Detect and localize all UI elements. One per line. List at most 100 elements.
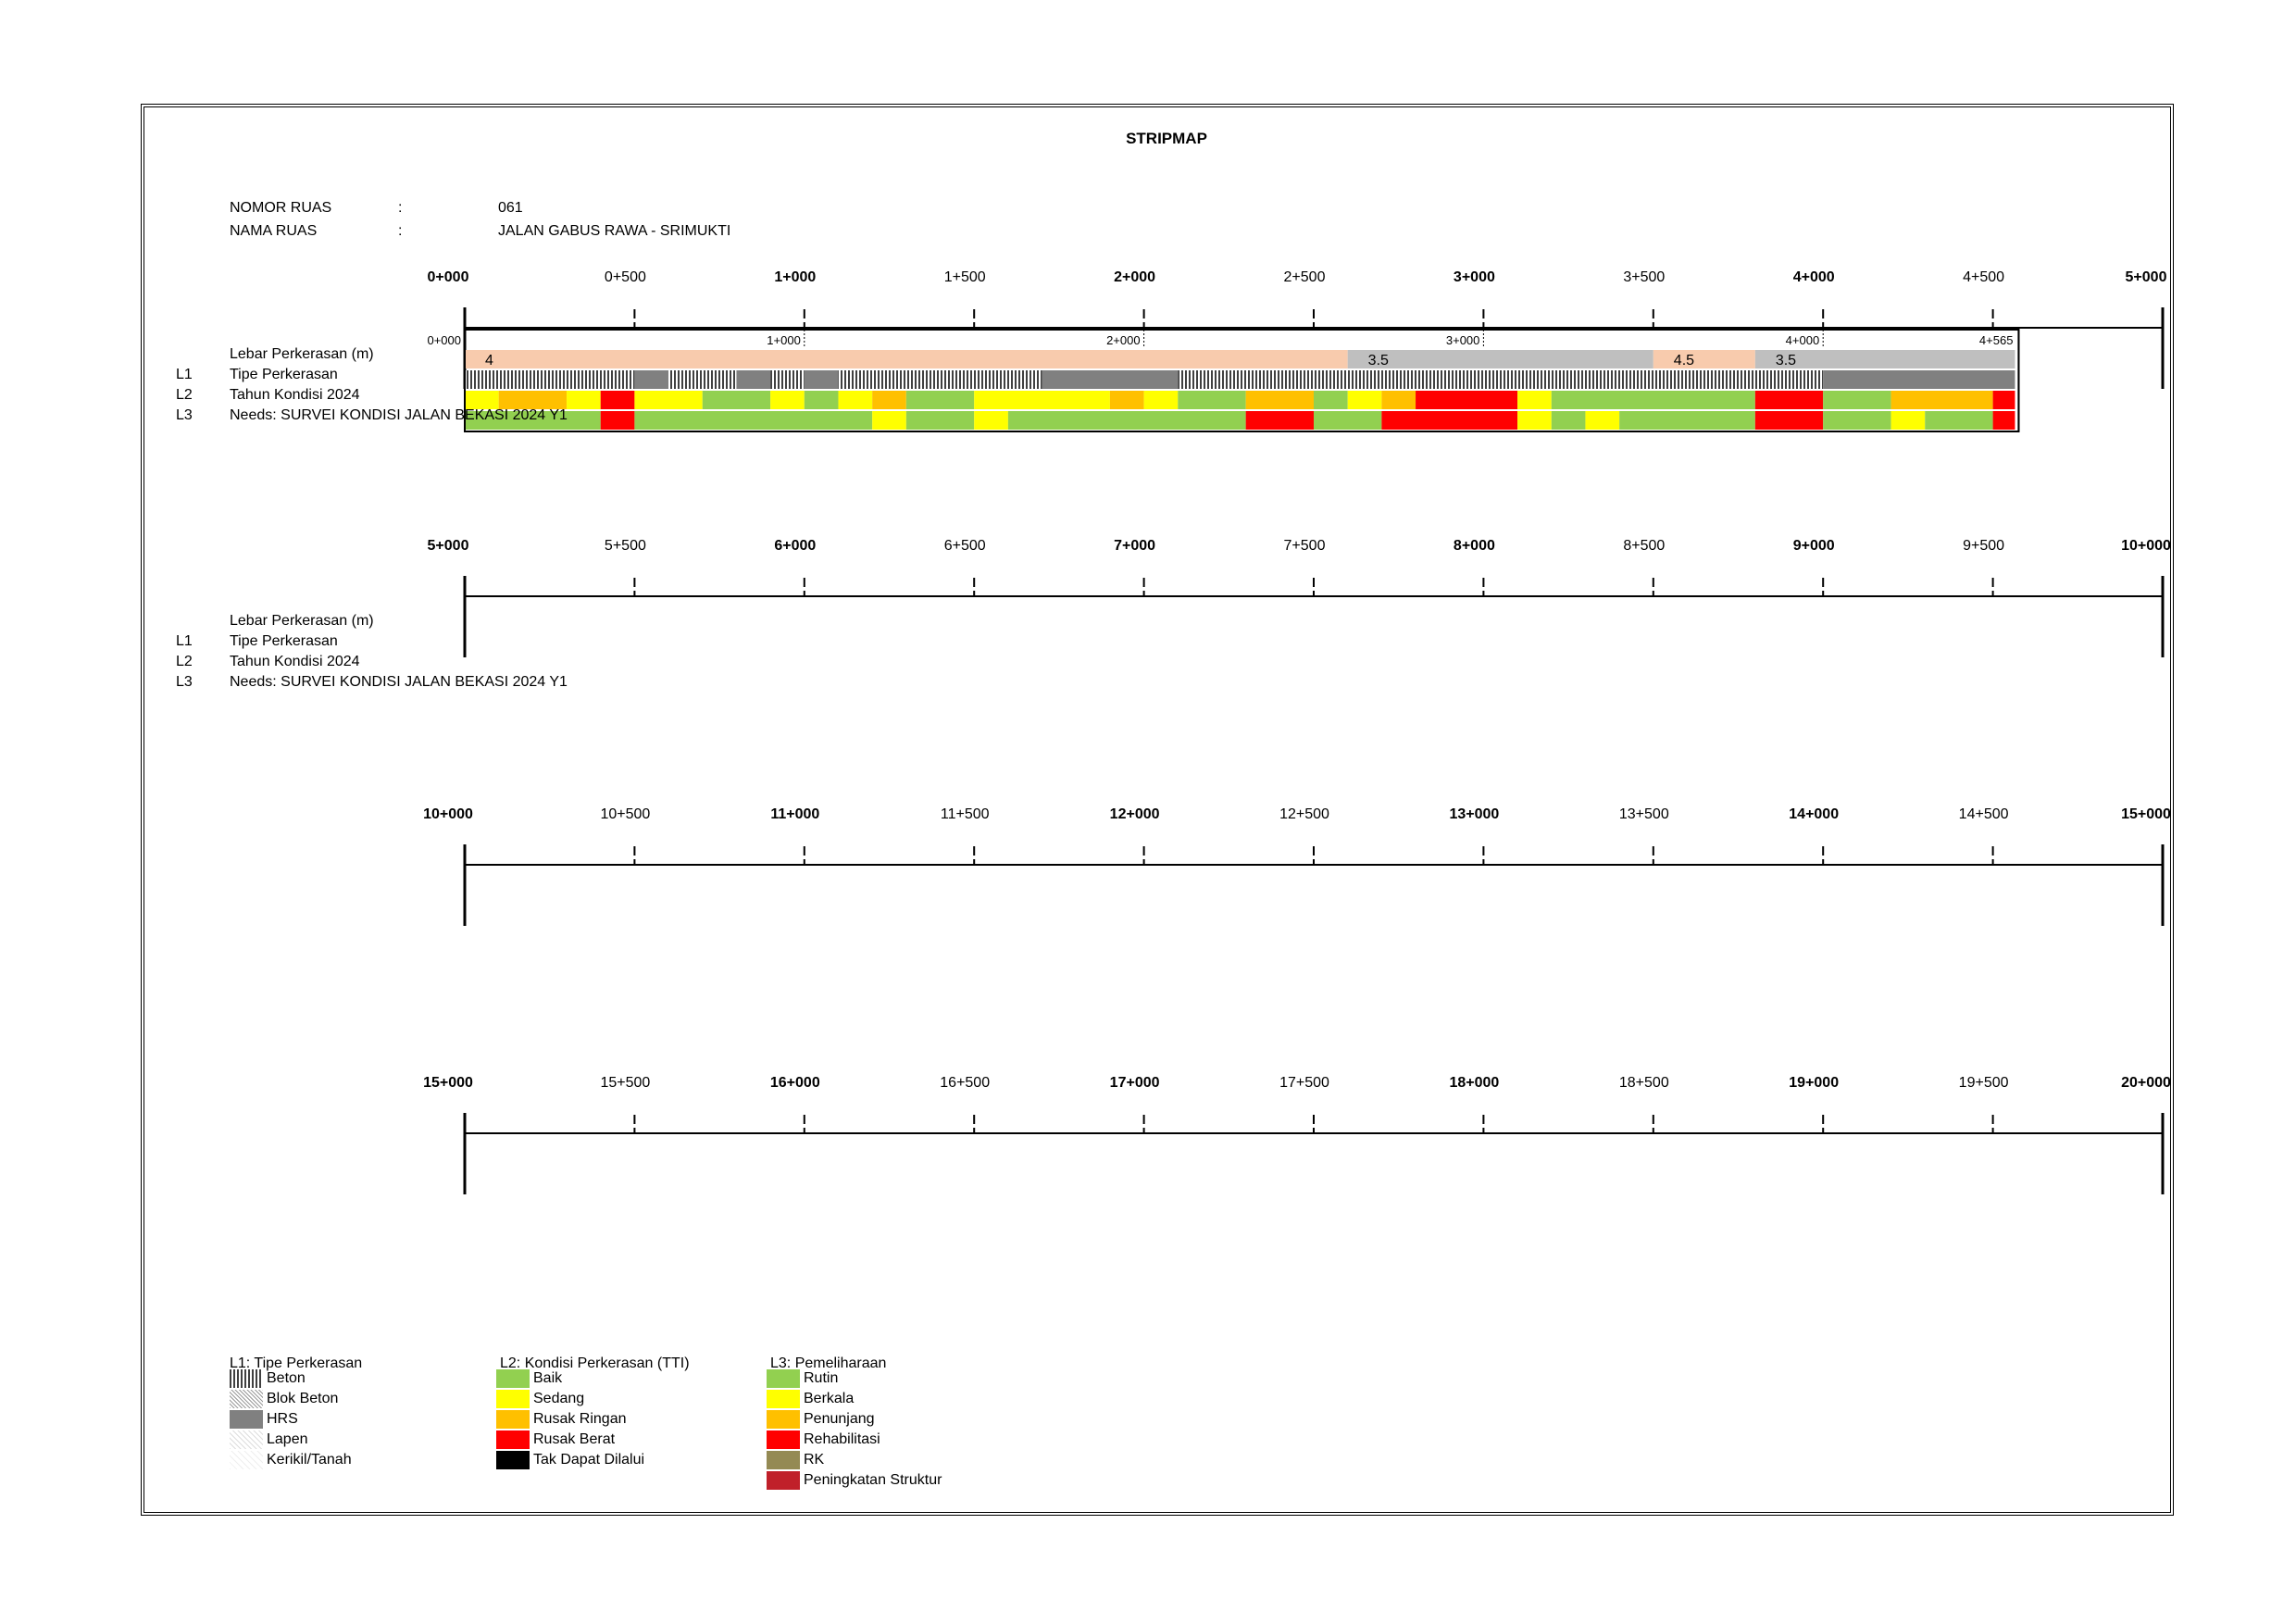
axis-tick-label: 10+000: [2121, 538, 2171, 554]
legend-l2-swatch: [496, 1450, 530, 1469]
row-code-l2-2: L2: [176, 654, 193, 669]
legend-l1-item: Lapen: [230, 1430, 308, 1450]
needs-segment: [600, 411, 635, 430]
axis-tick-label: 3+000: [1454, 269, 1495, 285]
legend-l3-swatch: [767, 1430, 800, 1449]
inner-km-label: 0+000: [427, 333, 461, 347]
kondisi-segment: [974, 391, 1110, 409]
legend-l1-item: HRS: [230, 1409, 298, 1430]
nomor-ruas-label: NOMOR RUAS: [230, 200, 332, 216]
legend-l3-label: Rutin: [804, 1370, 839, 1386]
needs-segment: [1517, 411, 1552, 430]
axis-tick-label: 16+500: [940, 1075, 990, 1091]
kondisi-segment: [600, 391, 635, 409]
legend-l2-label: Sedang: [533, 1391, 585, 1406]
axis-tick-label: 10+500: [600, 806, 650, 822]
needs-segment: [1007, 411, 1246, 430]
row-code-l3: L3: [176, 407, 193, 423]
needs-segment: [1992, 411, 2015, 430]
legend-l1-title: L1: Tipe Perkerasan: [230, 1355, 363, 1371]
nama-ruas-sep: :: [398, 223, 403, 239]
legend-l3-swatch: [767, 1389, 800, 1408]
inner-km-end-label: 4+565: [1979, 333, 2014, 347]
legend-l1-swatch: [230, 1389, 263, 1408]
axis-tick-label: 18+000: [1449, 1075, 1499, 1091]
tipe-segment: [465, 370, 635, 389]
lebar-segment: [1653, 350, 1755, 369]
row-label-needs-2: Needs: SURVEI KONDISI JALAN BEKASI 2024 …: [230, 674, 568, 690]
needs-segment: [1245, 411, 1314, 430]
row-code-l1-2: L1: [176, 633, 193, 649]
tipe-segment: [668, 370, 737, 389]
legend-l1-label: Lapen: [267, 1431, 308, 1447]
needs-segment: [1551, 411, 1586, 430]
kondisi-segment: [838, 391, 873, 409]
row-label-kondisi-2: Tahun Kondisi 2024: [230, 654, 360, 669]
kondisi-segment: [634, 391, 703, 409]
row-label-lebar: Lebar Perkerasan (m): [230, 346, 374, 362]
needs-segment: [1925, 411, 1993, 430]
legend-l3-item: Rehabilitasi: [767, 1430, 880, 1450]
kondisi-segment: [1890, 391, 1993, 409]
legend-l3-label: Rehabilitasi: [804, 1431, 880, 1447]
needs-segment: [974, 411, 1008, 430]
axis-tick-label: 14+500: [1959, 806, 2009, 822]
axis-tick-label: 17+000: [1110, 1075, 1160, 1091]
tipe-segment: [1823, 370, 2015, 389]
needs-segment: [905, 411, 975, 430]
lebar-value: 4.5: [1674, 353, 1694, 369]
kondisi-segment: [872, 391, 906, 409]
legend-l3-item: Peningkatan Struktur: [767, 1470, 942, 1491]
legend-l1-item: Kerikil/Tanah: [230, 1450, 352, 1470]
axis-tick-label: 4+000: [1793, 269, 1835, 285]
lebar-segment: [1754, 350, 2015, 369]
axis-tick-label: 9+000: [1793, 538, 1835, 554]
axis-tick-label: 2+500: [1284, 269, 1326, 285]
axis-tick-label: 12+500: [1279, 806, 1329, 822]
axis-tick-label: 2+000: [1114, 269, 1155, 285]
lebar-value: 3.5: [1368, 353, 1389, 369]
axis-tick-label: 7+500: [1284, 538, 1326, 554]
legend-l2-label: Tak Dapat Dilalui: [533, 1452, 645, 1468]
kondisi-segment: [1517, 391, 1552, 409]
axis-tick-label: 19+000: [1789, 1075, 1839, 1091]
inner-km-label: 3+000: [1446, 333, 1480, 347]
axis-tick-label: 13+500: [1619, 806, 1669, 822]
axis-tick-label: 1+000: [774, 269, 816, 285]
kondisi-segment: [770, 391, 805, 409]
nomor-ruas-sep: :: [398, 200, 403, 216]
axis-tick-label: 1+500: [944, 269, 986, 285]
legend-l1-swatch: [230, 1368, 263, 1388]
legend-l2-swatch: [496, 1409, 530, 1429]
kondisi-segment: [804, 391, 839, 409]
axis-tick-label: 12+000: [1110, 806, 1160, 822]
legend-l1-swatch: [230, 1450, 263, 1469]
axis-tick-label: 11+500: [941, 806, 990, 822]
kondisi-segment: [567, 391, 601, 409]
legend-l3-item: Berkala: [767, 1389, 854, 1409]
nama-ruas-value: JALAN GABUS RAWA - SRIMUKTI: [498, 223, 731, 239]
kondisi-segment: [1109, 391, 1144, 409]
axis-tick-label: 14+000: [1789, 806, 1839, 822]
axis-tick-label: 20+000: [2121, 1075, 2171, 1091]
axis-tick-label: 11+000: [770, 806, 819, 822]
kondisi-segment: [1347, 391, 1382, 409]
nama-ruas-label: NAMA RUAS: [230, 223, 318, 239]
legend-l3-title: L3: Pemeliharaan: [770, 1355, 887, 1371]
page-frame: [141, 104, 2174, 1516]
kondisi-segment: [1245, 391, 1314, 409]
tipe-segment: [1178, 370, 1824, 389]
row-code-l3-2: L3: [176, 674, 193, 690]
legend-l3-item: RK: [767, 1450, 824, 1470]
axis-tick-label: 4+500: [1963, 269, 2004, 285]
axis-tick-label: 15+500: [600, 1075, 650, 1091]
axis-tick-label: 7+000: [1114, 538, 1155, 554]
legend-l1-label: HRS: [267, 1411, 298, 1427]
tipe-segment: [770, 370, 805, 389]
kondisi-segment: [498, 391, 568, 409]
axis-tick-label: 0+000: [428, 269, 469, 285]
legend-l3-label: Berkala: [804, 1391, 855, 1406]
legend-l2-item: Rusak Ringan: [496, 1409, 627, 1430]
legend-l3-label: Penunjang: [804, 1411, 875, 1427]
tipe-segment: [634, 370, 669, 389]
